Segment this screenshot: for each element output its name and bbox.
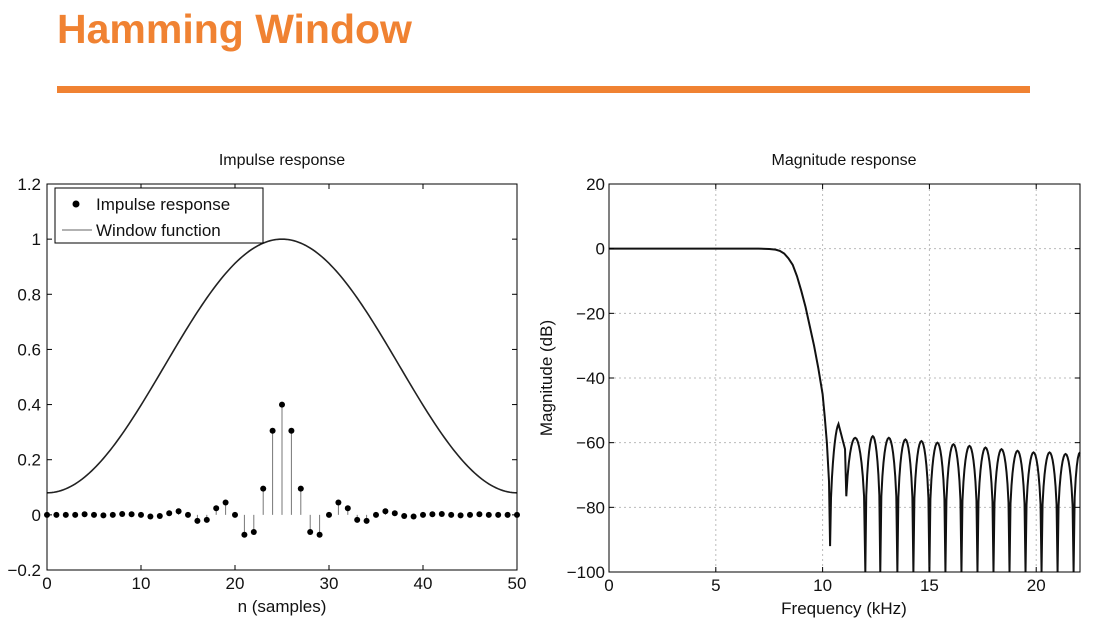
impulse-point xyxy=(269,427,276,434)
magnitude-y-axis-label: Magnitude (dB) xyxy=(537,320,556,436)
impulse-point xyxy=(344,505,351,512)
x-tick-label: 50 xyxy=(508,574,527,593)
impulse-point xyxy=(326,511,332,518)
magnitude-line xyxy=(609,247,1081,573)
y-tick-label: 1.2 xyxy=(17,175,41,194)
impulse-point xyxy=(91,511,97,518)
impulse-point xyxy=(401,512,408,519)
legend-impulse-marker xyxy=(72,200,80,208)
impulse-point xyxy=(429,511,436,518)
impulse-point xyxy=(213,505,220,512)
impulse-point xyxy=(288,427,295,434)
impulse-point xyxy=(457,512,464,519)
magnitude-chart-title: Magnitude response xyxy=(772,152,917,169)
y-tick-label: −40 xyxy=(576,369,605,388)
impulse-x-axis-label: n (samples) xyxy=(238,597,327,616)
y-tick-label: 1 xyxy=(32,230,41,249)
title-rule xyxy=(57,86,1030,93)
x-tick-label: 0 xyxy=(42,574,51,593)
impulse-point xyxy=(203,516,210,523)
impulse-point xyxy=(373,511,379,518)
impulse-point xyxy=(279,401,285,408)
impulse-point xyxy=(100,512,107,519)
legend-window-label: Window function xyxy=(96,221,221,240)
y-tick-label: −20 xyxy=(576,304,605,323)
y-tick-label: 0 xyxy=(596,240,605,259)
x-tick-label: 40 xyxy=(414,574,433,593)
impulse-point xyxy=(175,508,182,515)
impulse-point xyxy=(81,511,88,518)
impulse-point xyxy=(119,511,126,518)
impulse-point xyxy=(194,517,201,524)
impulse-point xyxy=(222,499,229,506)
impulse-point xyxy=(307,528,314,535)
y-tick-label: 20 xyxy=(586,175,605,194)
y-tick-label: 0.2 xyxy=(17,451,41,470)
x-tick-label: 5 xyxy=(711,576,720,595)
impulse-point xyxy=(241,531,248,538)
impulse-point xyxy=(495,511,502,518)
impulse-point xyxy=(53,511,60,518)
impulse-point xyxy=(448,511,455,518)
impulse-point xyxy=(72,511,79,518)
y-tick-label: 0.8 xyxy=(17,285,41,304)
impulse-point xyxy=(128,511,135,518)
impulse-point xyxy=(438,511,445,518)
y-tick-label: 0.6 xyxy=(17,340,41,359)
impulse-point xyxy=(250,528,257,535)
impulse-point xyxy=(335,499,342,506)
x-tick-label: 10 xyxy=(813,576,832,595)
impulse-point xyxy=(420,511,426,518)
impulse-point xyxy=(156,512,163,519)
y-tick-label: −60 xyxy=(576,434,605,453)
x-tick-label: 30 xyxy=(320,574,339,593)
impulse-point xyxy=(232,511,238,518)
legend-box xyxy=(54,187,264,244)
y-tick-label: −0.2 xyxy=(7,561,41,580)
impulse-point xyxy=(354,516,361,523)
impulse-point xyxy=(260,485,267,492)
impulse-point xyxy=(485,511,492,518)
magnitude-x-axis-label: Frequency (kHz) xyxy=(781,599,907,618)
x-tick-label: 20 xyxy=(1027,576,1046,595)
x-tick-label: 0 xyxy=(604,576,613,595)
impulse-point xyxy=(476,511,483,518)
impulse-legend: Impulse response Window function xyxy=(54,187,264,244)
magnitude-chart: Magnitude response 0 5 10 15 20 −100 −80 −60 −40… xyxy=(537,152,1081,618)
impulse-point xyxy=(109,511,116,518)
x-tick-label: 10 xyxy=(132,574,151,593)
impulse-point xyxy=(504,511,511,518)
impulse-point xyxy=(185,511,191,518)
y-tick-label: −80 xyxy=(576,498,605,517)
impulse-chart-title: Impulse response xyxy=(219,152,345,169)
legend-impulse-label: Impulse response xyxy=(96,195,230,214)
impulse-point xyxy=(382,508,389,515)
x-tick-label: 20 xyxy=(226,574,245,593)
y-tick-label: 0.4 xyxy=(17,396,41,415)
impulse-point xyxy=(391,510,398,517)
impulse-chart: Impulse response 0 10 20 30 40 50−0.200.20.40… xyxy=(7,152,526,616)
impulse-point xyxy=(138,511,144,518)
y-tick-label: 0 xyxy=(32,506,41,525)
slide-title: Hamming Window xyxy=(57,6,412,52)
impulse-point xyxy=(316,531,323,538)
impulse-point xyxy=(166,510,173,517)
window-function-line xyxy=(46,238,518,494)
impulse-point xyxy=(410,513,417,520)
impulse-point xyxy=(297,485,304,492)
impulse-plot-frame xyxy=(46,183,518,571)
impulse-point xyxy=(62,511,69,518)
y-tick-label: −100 xyxy=(567,563,605,582)
x-tick-label: 15 xyxy=(920,576,939,595)
impulse-point xyxy=(363,517,370,524)
impulse-point xyxy=(467,511,473,518)
impulse-point xyxy=(147,513,154,520)
